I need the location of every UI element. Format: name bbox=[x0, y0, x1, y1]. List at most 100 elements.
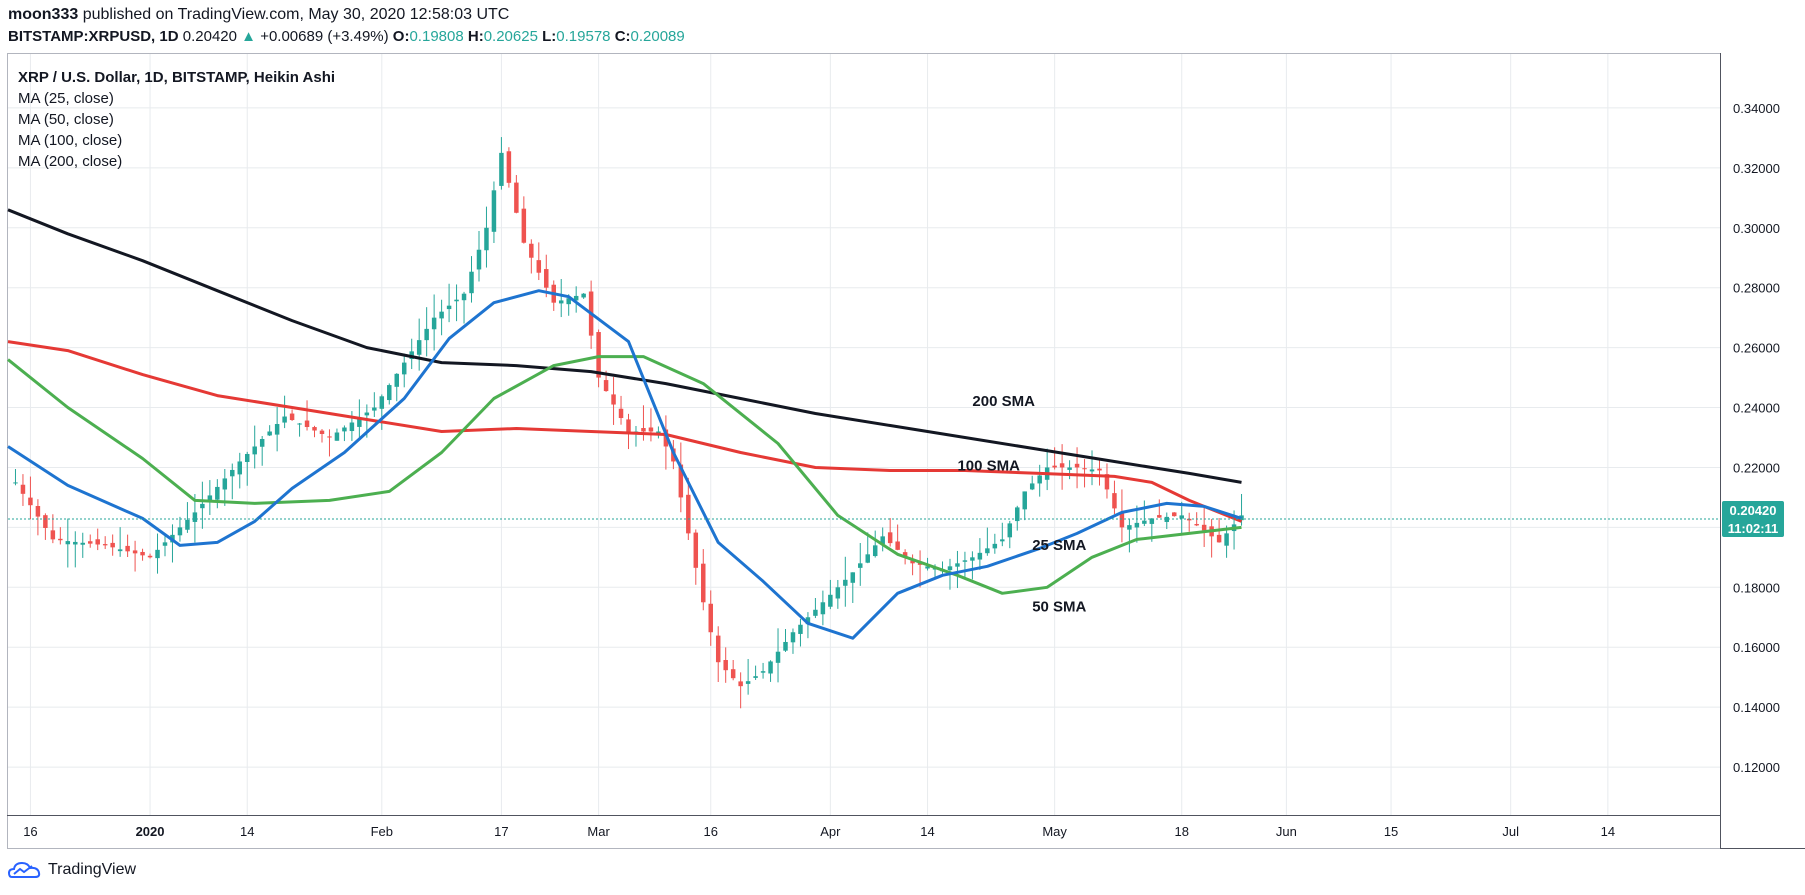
candle-body-up bbox=[753, 676, 758, 678]
candle-body-down bbox=[648, 427, 654, 432]
tradingview-logo[interactable]: TradingView bbox=[8, 860, 136, 880]
candle-body-up bbox=[805, 617, 811, 625]
candle-body-up bbox=[760, 671, 766, 673]
price-tag-value: 0.20420 bbox=[1730, 503, 1777, 518]
candle-body-down bbox=[611, 394, 616, 405]
candle-body-down bbox=[603, 380, 609, 392]
candle-body-up bbox=[880, 536, 885, 545]
candle-body-down bbox=[506, 151, 512, 183]
price-tick-label: 0.34000 bbox=[1733, 101, 1780, 116]
time-tick-label: 16 bbox=[704, 824, 718, 839]
candle-body-down bbox=[87, 541, 93, 544]
ma-annotation: 50 SMA bbox=[1032, 598, 1086, 615]
price-tick-label: 0.26000 bbox=[1733, 341, 1780, 356]
candle-body-down bbox=[1157, 515, 1162, 518]
candle-body-down bbox=[678, 464, 684, 498]
candle-body-down bbox=[125, 545, 130, 552]
author-name[interactable]: moon333 bbox=[8, 6, 79, 23]
candle-body-up bbox=[558, 300, 564, 304]
time-tick-label: 18 bbox=[1174, 824, 1188, 839]
candle-body-up bbox=[1015, 507, 1020, 522]
candle-body-up bbox=[1127, 525, 1132, 530]
candle-body-up bbox=[828, 594, 833, 607]
time-tick-label: 14 bbox=[920, 824, 934, 839]
time-axis[interactable]: 16 2020 14 Feb 17 Mar 16 Apr 14 May 18 Jun 15 Jul 14 bbox=[23, 824, 1615, 839]
time-tick-label: 15 bbox=[1384, 824, 1398, 839]
candle-body-up bbox=[357, 417, 362, 427]
time-tick-label: 14 bbox=[240, 824, 254, 839]
open-value: 0.19808 bbox=[409, 28, 464, 45]
candle-body-up bbox=[566, 298, 571, 305]
price-tag-bg bbox=[1722, 500, 1784, 537]
candle-body-down bbox=[723, 660, 728, 671]
candle-body-down bbox=[715, 635, 721, 663]
candle-body-up bbox=[297, 423, 302, 425]
candle-body-up bbox=[1224, 533, 1229, 546]
price-axis[interactable]: 0.120000.140000.160000.180000.200000.220… bbox=[1733, 101, 1780, 775]
legend-ma50[interactable]: MA (50, close) bbox=[18, 111, 114, 128]
candle-body-up bbox=[222, 478, 228, 490]
candle-body-up bbox=[244, 453, 250, 462]
candle-body-down bbox=[20, 484, 26, 494]
candle-body-up bbox=[790, 632, 796, 643]
candle-body-down bbox=[521, 208, 527, 243]
candle-body-up bbox=[865, 554, 870, 563]
candle-body-down bbox=[43, 515, 48, 528]
time-tick-label: Jun bbox=[1276, 824, 1297, 839]
legend-main-series[interactable]: XRP / U.S. Dollar, 1D, BITSTAMP, Heikin … bbox=[18, 69, 336, 86]
up-triangle-icon: ▲ bbox=[241, 28, 257, 45]
candle-body-up bbox=[1067, 467, 1072, 470]
time-tick-label: Feb bbox=[371, 824, 393, 839]
candle-body-down bbox=[95, 539, 100, 545]
price-tick-label: 0.24000 bbox=[1733, 401, 1780, 416]
price-tick-label: 0.28000 bbox=[1733, 281, 1780, 296]
candle-body-up bbox=[955, 563, 960, 567]
candle-body-up bbox=[13, 482, 18, 484]
low-label: L: bbox=[542, 28, 557, 45]
legend-ma25[interactable]: MA (25, close) bbox=[18, 90, 114, 107]
price-change: +0.00689 (+3.49%) bbox=[260, 28, 389, 45]
ma100-line bbox=[7, 340, 1243, 523]
candle-body-up bbox=[947, 566, 953, 571]
candle-body-up bbox=[1022, 491, 1027, 510]
candle-body-down bbox=[58, 538, 63, 541]
candle-body-up bbox=[1164, 516, 1170, 522]
candle-body-up bbox=[1089, 469, 1095, 472]
candle-body-down bbox=[35, 506, 41, 517]
candle-body-up bbox=[491, 190, 497, 232]
candle-body-down bbox=[147, 555, 153, 558]
candle-body-down bbox=[1104, 474, 1110, 490]
candle-body-up bbox=[977, 552, 983, 560]
time-tick-label: 17 bbox=[494, 824, 508, 839]
candle-body-down bbox=[102, 544, 108, 546]
candle-body-down bbox=[887, 532, 893, 544]
open-label: O: bbox=[392, 28, 410, 45]
ma25-line bbox=[7, 289, 1242, 640]
time-tick-label: Apr bbox=[820, 824, 841, 839]
candle-body-up bbox=[1142, 520, 1147, 524]
candle-body-up bbox=[431, 317, 437, 330]
legend-ma200[interactable]: MA (200, close) bbox=[18, 153, 123, 170]
candle-body-up bbox=[499, 152, 504, 186]
moving-averages bbox=[7, 208, 1243, 640]
candle-body-up bbox=[185, 519, 190, 530]
candle-body-up bbox=[872, 545, 878, 557]
tradingview-cloud-icon bbox=[8, 861, 41, 878]
symbol-quote-line: BITSTAMP:XRPUSD, 1D 0.20420 ▲ +0.00689 (… bbox=[8, 28, 685, 45]
candle-body-down bbox=[140, 551, 145, 556]
candle-body-down bbox=[319, 430, 325, 435]
high-value: 0.20625 bbox=[483, 28, 538, 45]
candle-body-up bbox=[843, 579, 848, 586]
last-price: 0.20420 bbox=[182, 28, 237, 45]
candle-body-down bbox=[626, 419, 631, 432]
candle-body-up bbox=[349, 422, 355, 432]
close-value: 0.20089 bbox=[630, 28, 685, 45]
candle-body-down bbox=[693, 532, 699, 568]
candle-body-up bbox=[342, 427, 347, 432]
candle-body-up bbox=[1149, 518, 1155, 524]
candle-body-down bbox=[327, 436, 332, 438]
publish-info: moon333 published on TradingView.com, Ma… bbox=[8, 6, 509, 24]
legend-ma100[interactable]: MA (100, close) bbox=[18, 132, 123, 149]
candle-body-down bbox=[917, 563, 923, 565]
